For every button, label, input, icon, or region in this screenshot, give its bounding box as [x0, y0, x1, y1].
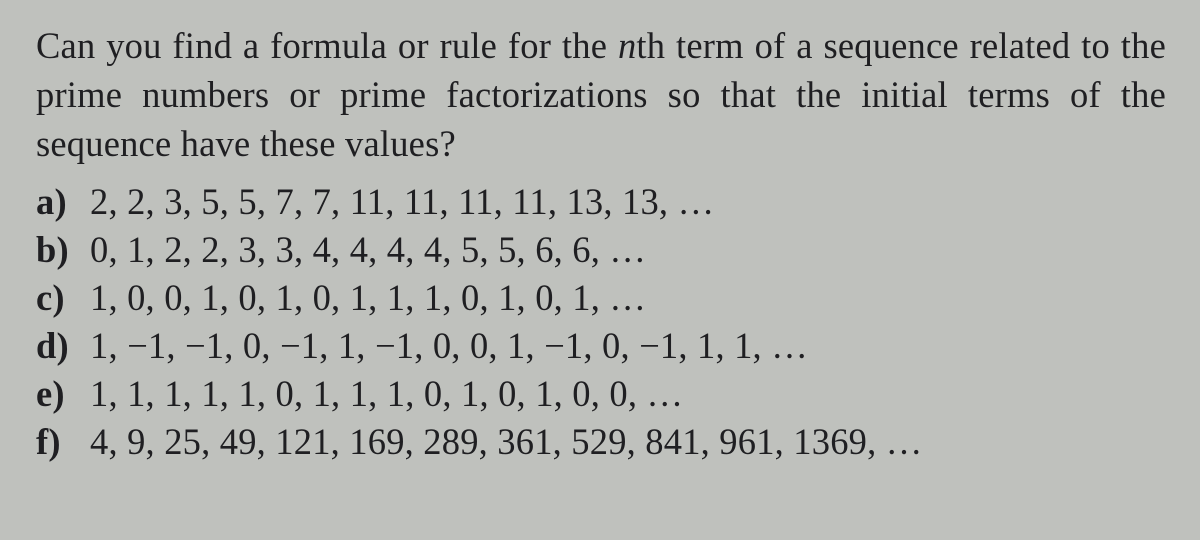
- question-pre: Can you find a formula or rule for the: [36, 25, 618, 66]
- list-item: d) 1, −1, −1, 0, −1, 1, −1, 0, 0, 1, −1,…: [36, 323, 1168, 369]
- item-label: b): [36, 227, 90, 273]
- item-label: e): [36, 371, 90, 417]
- item-sequence: 2, 2, 3, 5, 5, 7, 7, 11, 11, 11, 11, 13,…: [90, 179, 714, 225]
- question-nth: n: [618, 25, 636, 66]
- item-sequence: 1, 1, 1, 1, 1, 0, 1, 1, 1, 0, 1, 0, 1, 0…: [90, 371, 683, 417]
- list-item: c) 1, 0, 0, 1, 0, 1, 0, 1, 1, 1, 0, 1, 0…: [36, 275, 1168, 321]
- list-item: f) 4, 9, 25, 49, 121, 169, 289, 361, 529…: [36, 419, 1168, 465]
- item-sequence: 1, −1, −1, 0, −1, 1, −1, 0, 0, 1, −1, 0,…: [90, 323, 808, 369]
- item-sequence: 1, 0, 0, 1, 0, 1, 0, 1, 1, 1, 0, 1, 0, 1…: [90, 275, 646, 321]
- list-item: a) 2, 2, 3, 5, 5, 7, 7, 11, 11, 11, 11, …: [36, 179, 1168, 225]
- item-sequence: 4, 9, 25, 49, 121, 169, 289, 361, 529, 8…: [90, 419, 922, 465]
- item-label: a): [36, 179, 90, 225]
- list-item: b) 0, 1, 2, 2, 3, 3, 4, 4, 4, 4, 5, 5, 6…: [36, 227, 1168, 273]
- question-text: Can you find a formula or rule for the n…: [36, 22, 1166, 169]
- item-sequence: 0, 1, 2, 2, 3, 3, 4, 4, 4, 4, 5, 5, 6, 6…: [90, 227, 646, 273]
- item-label: c): [36, 275, 90, 321]
- list-item: e) 1, 1, 1, 1, 1, 0, 1, 1, 1, 0, 1, 0, 1…: [36, 371, 1168, 417]
- items-list: a) 2, 2, 3, 5, 5, 7, 7, 11, 11, 11, 11, …: [36, 179, 1168, 465]
- item-label: d): [36, 323, 90, 369]
- item-label: f): [36, 419, 90, 465]
